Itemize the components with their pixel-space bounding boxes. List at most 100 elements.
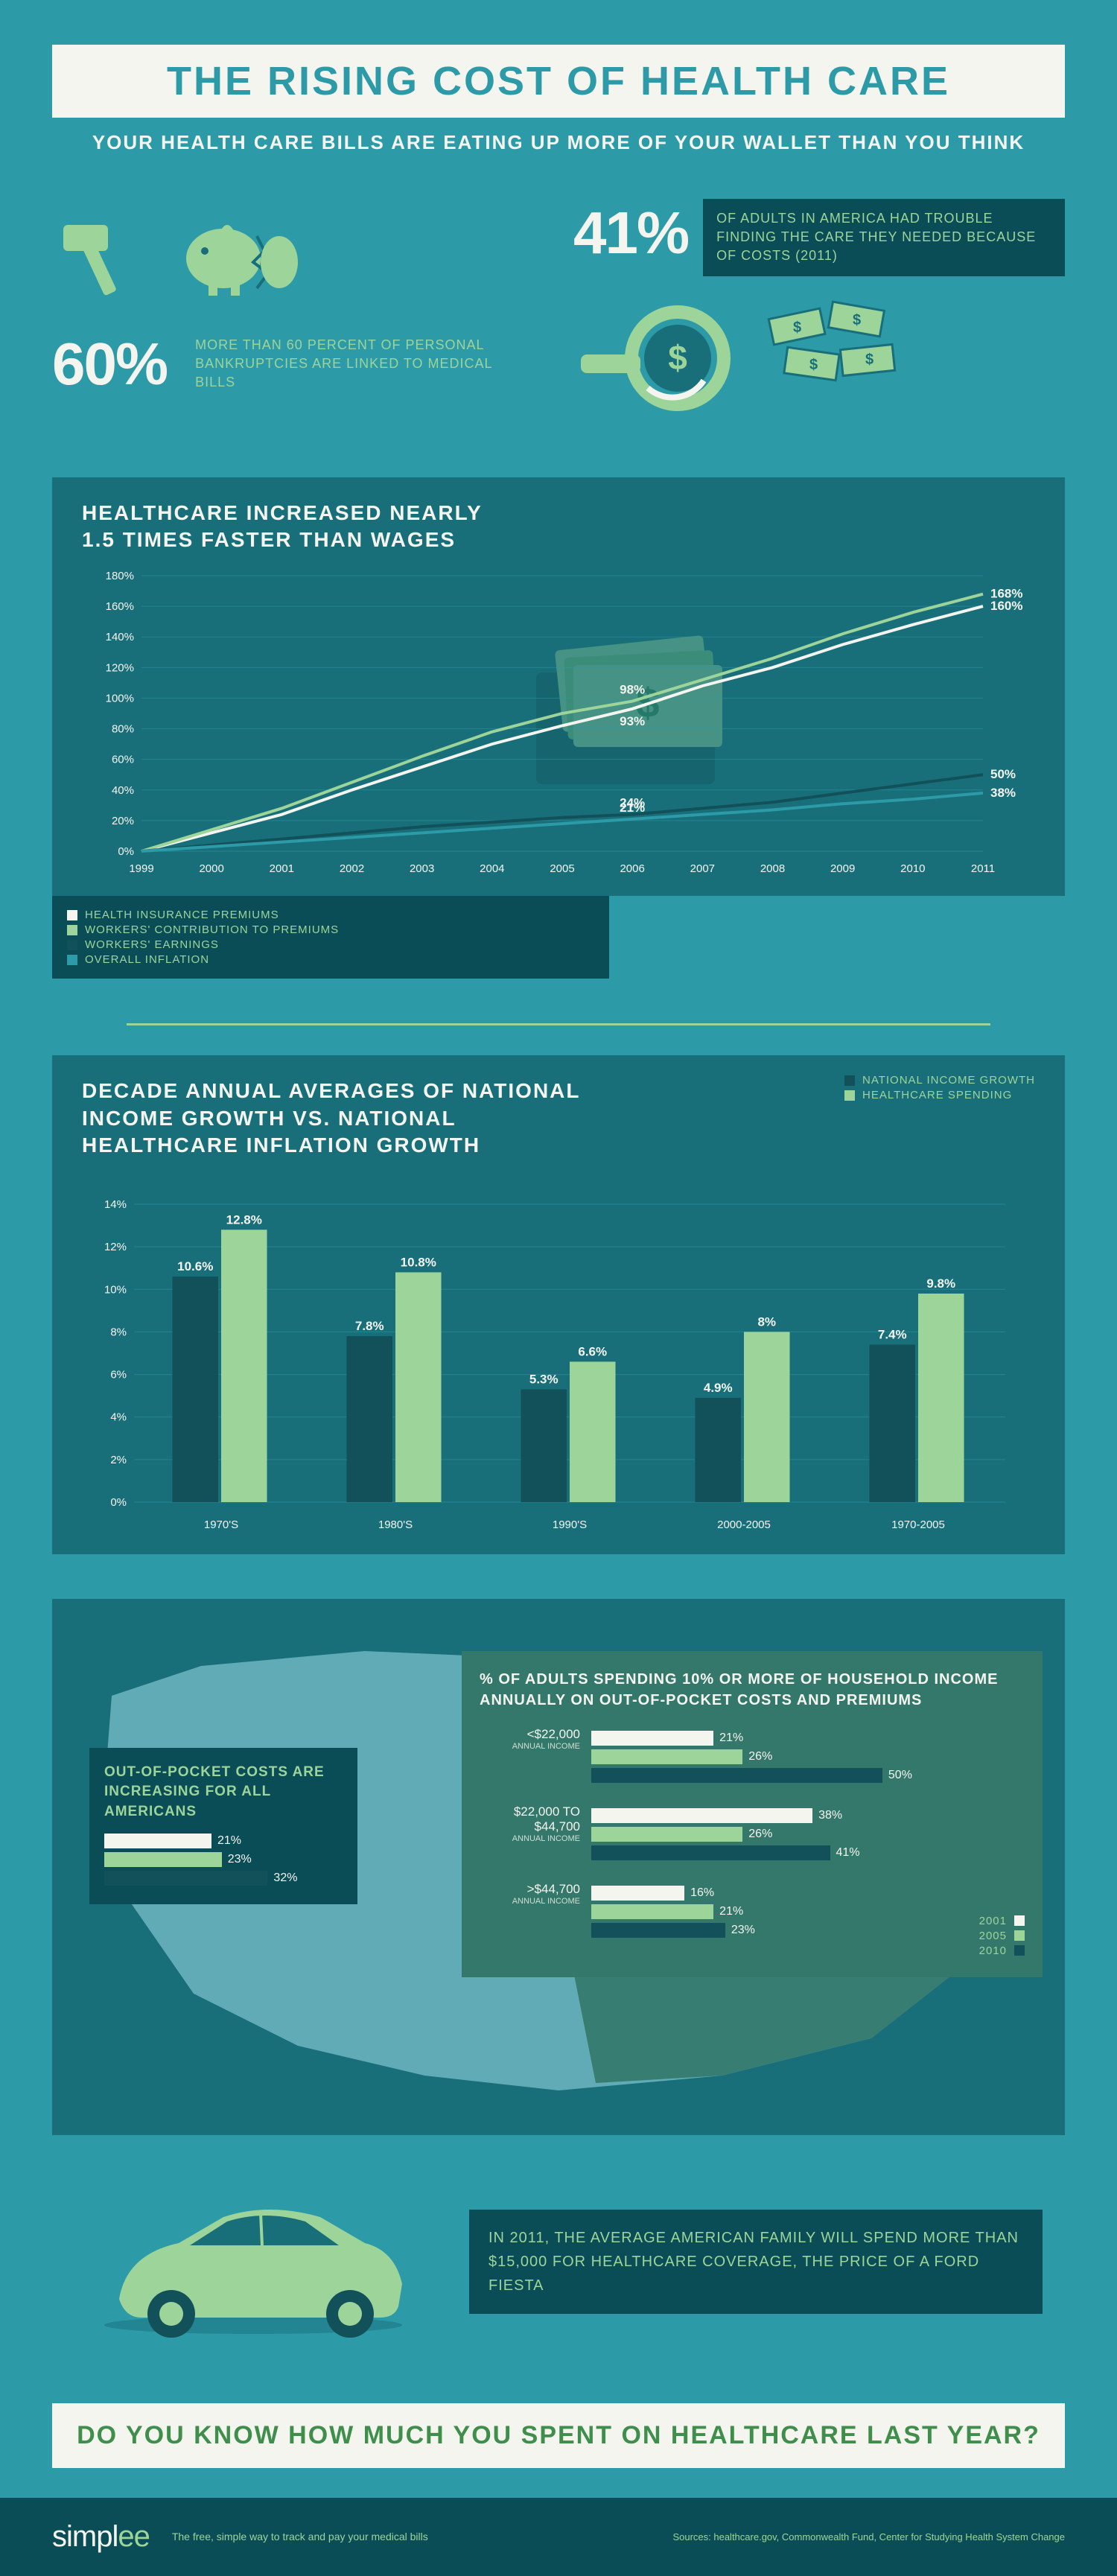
svg-text:20%: 20% [112,815,134,827]
svg-text:4.9%: 4.9% [704,1381,733,1395]
year-legend: 2001 2005 2010 [979,1912,1025,1959]
footer: simplee The free, simple way to track an… [0,2498,1117,2576]
title-banner: THE RISING COST OF HEALTH CARE [52,45,1065,118]
svg-text:10%: 10% [104,1283,127,1296]
map-section: OUT-OF-POCKET COSTS ARE INCREASING FOR A… [52,1599,1065,2135]
svg-text:2005: 2005 [550,862,574,875]
svg-text:1970'S: 1970'S [204,1518,238,1531]
line-chart: $ 0%20%40%60%80%100%120%140%160%180%1999… [82,568,1035,881]
svg-text:80%: 80% [112,723,134,736]
income-bar: 26% [591,1749,1025,1764]
svg-text:0%: 0% [110,1496,127,1509]
money-scattered-icon: $ $ $ $ [756,291,905,403]
svg-text:2009: 2009 [830,862,855,875]
svg-text:$: $ [853,312,861,328]
page-title: THE RISING COST OF HEALTH CARE [74,58,1043,104]
svg-text:5.3%: 5.3% [529,1372,558,1386]
svg-text:10.6%: 10.6% [177,1259,213,1273]
svg-text:7.4%: 7.4% [878,1327,907,1341]
legend-item: NATIONAL INCOME GROWTH [844,1074,1035,1087]
svg-text:1990'S: 1990'S [553,1518,587,1531]
line-chart-title-1: HEALTHCARE INCREASED NEARLY [82,501,483,524]
svg-text:1970-2005: 1970-2005 [891,1518,945,1531]
legend-item: OVERALL INFLATION [67,953,594,966]
income-box: % OF ADULTS SPENDING 10% OR MORE OF HOUS… [462,1651,1043,1977]
svg-text:2002: 2002 [340,862,364,875]
svg-text:140%: 140% [106,632,134,644]
svg-text:2004: 2004 [480,862,504,875]
svg-text:6%: 6% [110,1368,127,1381]
svg-text:7.8%: 7.8% [355,1319,384,1333]
svg-text:$: $ [809,357,818,373]
income-bar: 16% [591,1886,1025,1901]
legend-item: WORKERS' EARNINGS [67,938,594,951]
pocket-bar: 32% [104,1871,343,1886]
hammer-icon [52,203,156,307]
svg-text:1980'S: 1980'S [378,1518,413,1531]
divider [127,1023,990,1025]
line-chart-panel: HEALTHCARE INCREASED NEARLY 1.5 TIMES FA… [52,477,1065,897]
pocket-costs-box: OUT-OF-POCKET COSTS ARE INCREASING FOR A… [89,1748,357,1905]
svg-text:12.8%: 12.8% [226,1212,262,1227]
cta-text: DO YOU KNOW HOW MUCH YOU SPENT ON HEALTH… [70,2421,1047,2450]
svg-text:14%: 14% [104,1198,127,1211]
car-icon [74,2180,432,2344]
svg-text:2003: 2003 [410,862,434,875]
svg-text:1999: 1999 [129,862,153,875]
svg-text:8%: 8% [757,1314,776,1329]
legend-item: HEALTH INSURANCE PREMIUMS [67,909,594,921]
footer-tagline: The free, simple way to track and pay yo… [172,2531,651,2542]
svg-text:0%: 0% [118,845,134,858]
car-fact: IN 2011, THE AVERAGE AMERICAN FAMILY WIL… [469,2210,1043,2314]
svg-text:9.8%: 9.8% [926,1276,955,1291]
svg-text:2007: 2007 [690,862,715,875]
svg-text:6.6%: 6.6% [578,1344,607,1358]
pocket-bar: 21% [104,1834,343,1848]
svg-text:4%: 4% [110,1411,127,1423]
svg-text:93%: 93% [620,714,645,728]
svg-text:100%: 100% [106,693,134,705]
page-subtitle: YOUR HEALTH CARE BILLS ARE EATING UP MOR… [52,131,1065,154]
svg-text:38%: 38% [990,786,1016,800]
svg-text:168%: 168% [990,587,1022,601]
svg-text:2006: 2006 [620,862,644,875]
magnifying-glass-icon: $ [573,291,737,425]
income-group: <$22,000ANNUAL INCOME 21% 26% 50% [480,1727,1025,1787]
svg-text:2000: 2000 [199,862,223,875]
svg-text:180%: 180% [106,570,134,582]
pocket-title: OUT-OF-POCKET COSTS ARE INCREASING FOR A… [104,1763,343,1822]
stat-60-desc: MORE THAN 60 PERCENT OF PERSONAL BANKRUP… [182,325,544,403]
svg-text:160%: 160% [990,599,1022,613]
stat-41-desc: OF ADULTS IN AMERICA HAD TROUBLE FINDING… [703,199,1065,276]
svg-text:12%: 12% [104,1241,127,1253]
svg-text:98%: 98% [620,683,645,697]
income-bar: 21% [591,1904,1025,1919]
svg-text:2000-2005: 2000-2005 [717,1518,771,1531]
cta-banner: DO YOU KNOW HOW MUCH YOU SPENT ON HEALTH… [52,2403,1065,2468]
svg-text:2008: 2008 [760,862,785,875]
bar-chart: 0%2%4%6%8%10%12%14%1970'S10.6%12.8%1980'… [82,1182,1035,1539]
stat-41-value: 41% [573,199,688,267]
svg-text:$: $ [793,319,801,336]
legend-item: HEALTHCARE SPENDING [844,1089,1035,1101]
svg-text:40%: 40% [112,784,134,797]
income-bar: 21% [591,1731,1025,1746]
svg-text:160%: 160% [106,600,134,613]
svg-text:2010: 2010 [900,862,925,875]
year-legend-item: 2010 [979,1944,1025,1957]
svg-text:120%: 120% [106,662,134,675]
svg-text:60%: 60% [112,754,134,766]
svg-text:$: $ [668,338,687,377]
pocket-bar: 23% [104,1852,343,1867]
svg-text:10.8%: 10.8% [401,1255,436,1269]
year-legend-item: 2005 [979,1930,1025,1942]
piggy-bank-icon [179,199,305,311]
line-chart-title-2: 1.5 TIMES FASTER THAN WAGES [82,528,456,551]
svg-text:2001: 2001 [270,862,294,875]
legend-item: WORKERS' CONTRIBUTION TO PREMIUMS [67,923,594,936]
bar-chart-title: DECADE ANNUAL AVERAGES OF NATIONAL INCOM… [82,1078,618,1159]
footer-sources: Sources: healthcare.gov, Commonwealth Fu… [672,2531,1065,2542]
year-legend-item: 2001 [979,1915,1025,1927]
svg-text:8%: 8% [110,1326,127,1338]
bar-chart-panel: DECADE ANNUAL AVERAGES OF NATIONAL INCOM… [52,1055,1065,1553]
